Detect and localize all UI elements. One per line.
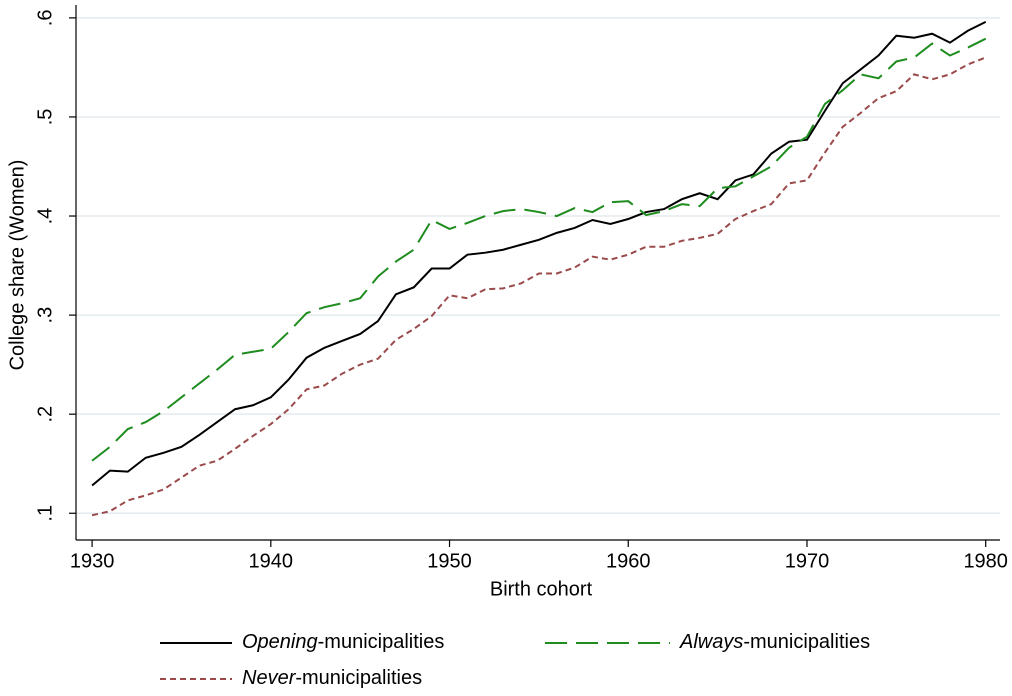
legend-label-rest: -municipalities [295, 667, 422, 689]
y-tick-label: .5 [34, 109, 56, 126]
x-tick-label: 1930 [70, 550, 115, 572]
series-line [91, 37, 987, 462]
y-tick-label: .3 [34, 307, 56, 324]
y-tick-label: .6 [34, 10, 56, 27]
x-axis-label: Birth cohort [490, 578, 593, 600]
x-tick-label: 1970 [785, 550, 830, 572]
legend-label-emph: Opening [242, 631, 318, 653]
legend-label: Always-municipalities [679, 631, 870, 653]
y-axis-label: College share (Women) [6, 160, 28, 371]
y-tick-label: .4 [34, 208, 56, 225]
x-tick-label: 1980 [963, 550, 1008, 572]
legend-label-emph: Never [242, 667, 297, 689]
legend-label: Opening-municipalities [242, 631, 444, 653]
y-tick-label: .2 [34, 406, 56, 423]
legend-label: Never-municipalities [242, 667, 422, 689]
legend-label-emph: Always [679, 631, 743, 653]
x-tick-label: 1950 [427, 550, 472, 572]
x-tick-label: 1940 [249, 550, 294, 572]
x-tick-label: 1960 [606, 550, 651, 572]
legend-label-rest: -municipalities [743, 631, 870, 653]
y-tick-label: .1 [34, 505, 56, 522]
legend-label-rest: -municipalities [318, 631, 445, 653]
series-line [91, 20, 987, 487]
series-line [91, 56, 987, 517]
